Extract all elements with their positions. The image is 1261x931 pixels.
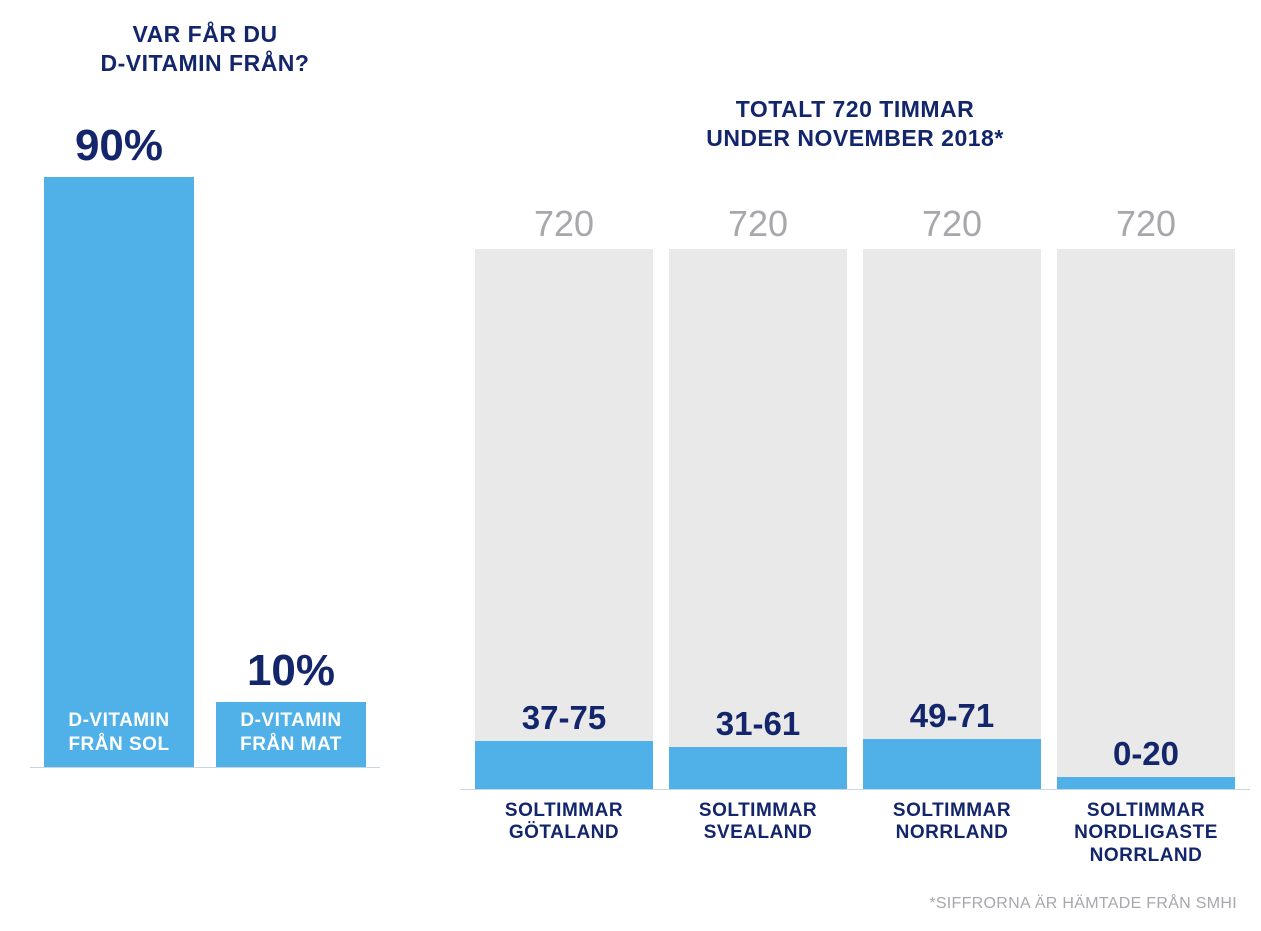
left-chart-plot: 90% D-VITAMIN FRÅN SOL 10% D-VITAMIN FRÅ…	[30, 108, 380, 768]
right-chart-plot: 720 37-75 720 31-61 720 49-71 720 0-20	[460, 208, 1250, 790]
bar-inner-label: D-VITAMIN FRÅN SOL	[44, 709, 194, 757]
bar-dvitamin-mat: 10% D-VITAMIN FRÅN MAT	[216, 702, 366, 767]
bar-gotaland: 720 37-75	[475, 249, 653, 789]
right-chart-title: TOTALT 720 TIMMAR UNDER NOVEMBER 2018*	[460, 95, 1250, 153]
right-title-line2: UNDER NOVEMBER 2018*	[706, 125, 1004, 151]
right-title-line1: TOTALT 720 TIMMAR	[736, 96, 975, 122]
bar-dvitamin-sol: 90% D-VITAMIN FRÅN SOL	[44, 177, 194, 767]
bar-norrland: 720 49-71	[863, 249, 1041, 789]
bar-inner-label: D-VITAMIN FRÅN MAT	[216, 709, 366, 757]
bar-nordligaste-norrland: 720 0-20	[1057, 249, 1235, 789]
bar-fill	[44, 177, 194, 767]
xlabel-gotaland: SOLTIMMAR GÖTALAND	[475, 800, 653, 868]
left-chart-title: VAR FÅR DU D-VITAMIN FRÅN?	[30, 20, 380, 78]
xlabel-nordligaste-norrland: SOLTIMMAR NORDLIGASTE NORRLAND	[1057, 800, 1235, 868]
xlabel-svealand: SOLTIMMAR SVEALAND	[669, 800, 847, 868]
bar-range-label: 49-71	[863, 697, 1041, 739]
bar-svealand: 720 31-61	[669, 249, 847, 789]
bar-fg	[1057, 777, 1235, 789]
left-title-line2: D-VITAMIN FRÅN?	[101, 50, 310, 76]
bar-fg	[475, 741, 653, 789]
bar-total-label: 720	[863, 203, 1041, 249]
bar-value-label: 10%	[216, 646, 366, 702]
bar-range-label: 37-75	[475, 699, 653, 741]
xlabel-norrland: SOLTIMMAR NORRLAND	[863, 800, 1041, 868]
left-title-line1: VAR FÅR DU	[132, 21, 277, 47]
vitamin-d-source-chart: VAR FÅR DU D-VITAMIN FRÅN? 90% D-VITAMIN…	[30, 20, 380, 768]
bar-range-label: 0-20	[1057, 735, 1235, 777]
bar-fg	[669, 747, 847, 789]
bar-total-label: 720	[669, 203, 847, 249]
bar-total-label: 720	[475, 203, 653, 249]
bar-fg	[863, 739, 1041, 789]
bar-range-label: 31-61	[669, 705, 847, 747]
bar-value-label: 90%	[44, 121, 194, 177]
footnote: *SIFFRORNA ÄR HÄMTADE FRÅN SMHI	[929, 895, 1237, 913]
bar-bg	[1057, 249, 1235, 789]
sun-hours-chart: TOTALT 720 TIMMAR UNDER NOVEMBER 2018* 7…	[460, 95, 1250, 868]
bar-total-label: 720	[1057, 203, 1235, 249]
right-chart-xlabels: SOLTIMMAR GÖTALAND SOLTIMMAR SVEALAND SO…	[460, 800, 1250, 868]
